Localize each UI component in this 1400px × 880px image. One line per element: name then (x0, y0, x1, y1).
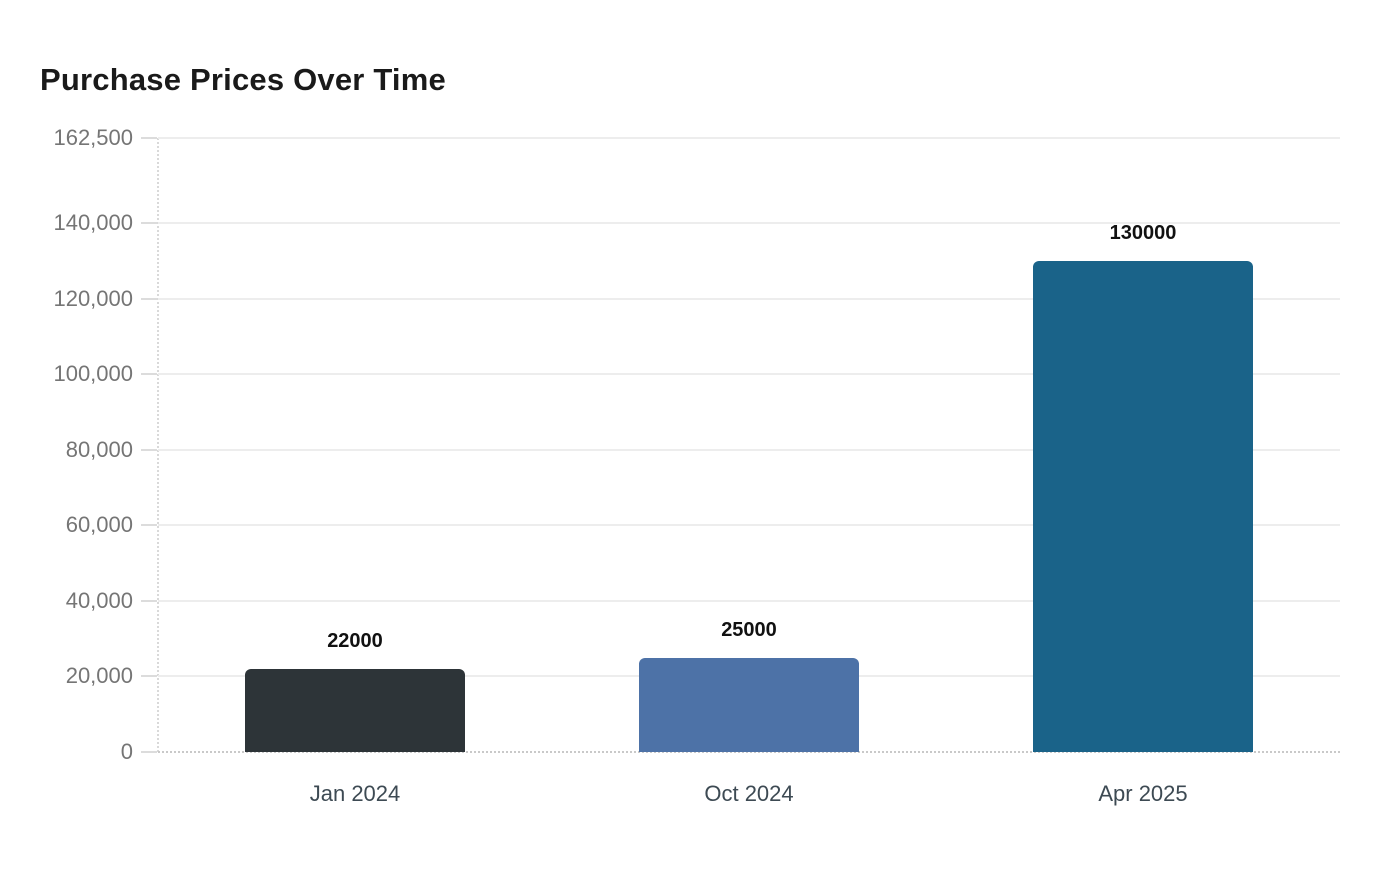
y-tick-label: 0 (120, 739, 133, 764)
gridline (158, 297, 1340, 300)
y-tick-label: 20,000 (65, 663, 133, 689)
y-axis-tick (141, 448, 157, 451)
chart-title: Purchase Prices Over Time (40, 62, 446, 97)
bar-jan-2024 (245, 668, 465, 752)
plot-area: 22000 25000 130000 (141, 137, 1340, 753)
x-axis-label: Apr 2025 (1098, 781, 1188, 806)
y-axis-tick (141, 222, 157, 224)
bar-value-label: 130000 (1109, 221, 1177, 244)
y-tick-label: 60,000 (65, 512, 133, 538)
x-axis-baseline (158, 751, 1340, 753)
gridline (158, 373, 1340, 376)
bar-value-label: 25000 (721, 618, 777, 641)
y-axis-tick (141, 599, 157, 602)
y-axis-line (157, 138, 159, 752)
gridline (158, 137, 1340, 139)
gridline (158, 448, 1340, 451)
bar-oct-2024 (639, 657, 859, 752)
y-tick-label: 162,500 (53, 125, 133, 150)
y-tick-label: 120,000 (53, 285, 133, 311)
y-axis-tick (141, 751, 157, 753)
y-axis-tick (141, 675, 157, 678)
y-axis-tick (141, 373, 157, 376)
x-axis-label: Jan 2024 (309, 781, 401, 806)
bar-apr-2025 (1033, 260, 1253, 752)
y-tick-label: 40,000 (65, 587, 133, 613)
x-axis-label: Oct 2024 (704, 781, 794, 806)
y-axis-tick (141, 297, 157, 300)
gridline (158, 524, 1340, 527)
gridline (158, 599, 1340, 602)
y-axis-tick (141, 524, 157, 527)
y-tick-label: 100,000 (53, 361, 133, 387)
gridline (158, 222, 1340, 224)
y-tick-label: 80,000 (65, 436, 133, 462)
bar-value-label: 22000 (327, 629, 383, 652)
y-axis-tick (141, 137, 157, 139)
y-tick-label: 140,000 (53, 210, 133, 235)
